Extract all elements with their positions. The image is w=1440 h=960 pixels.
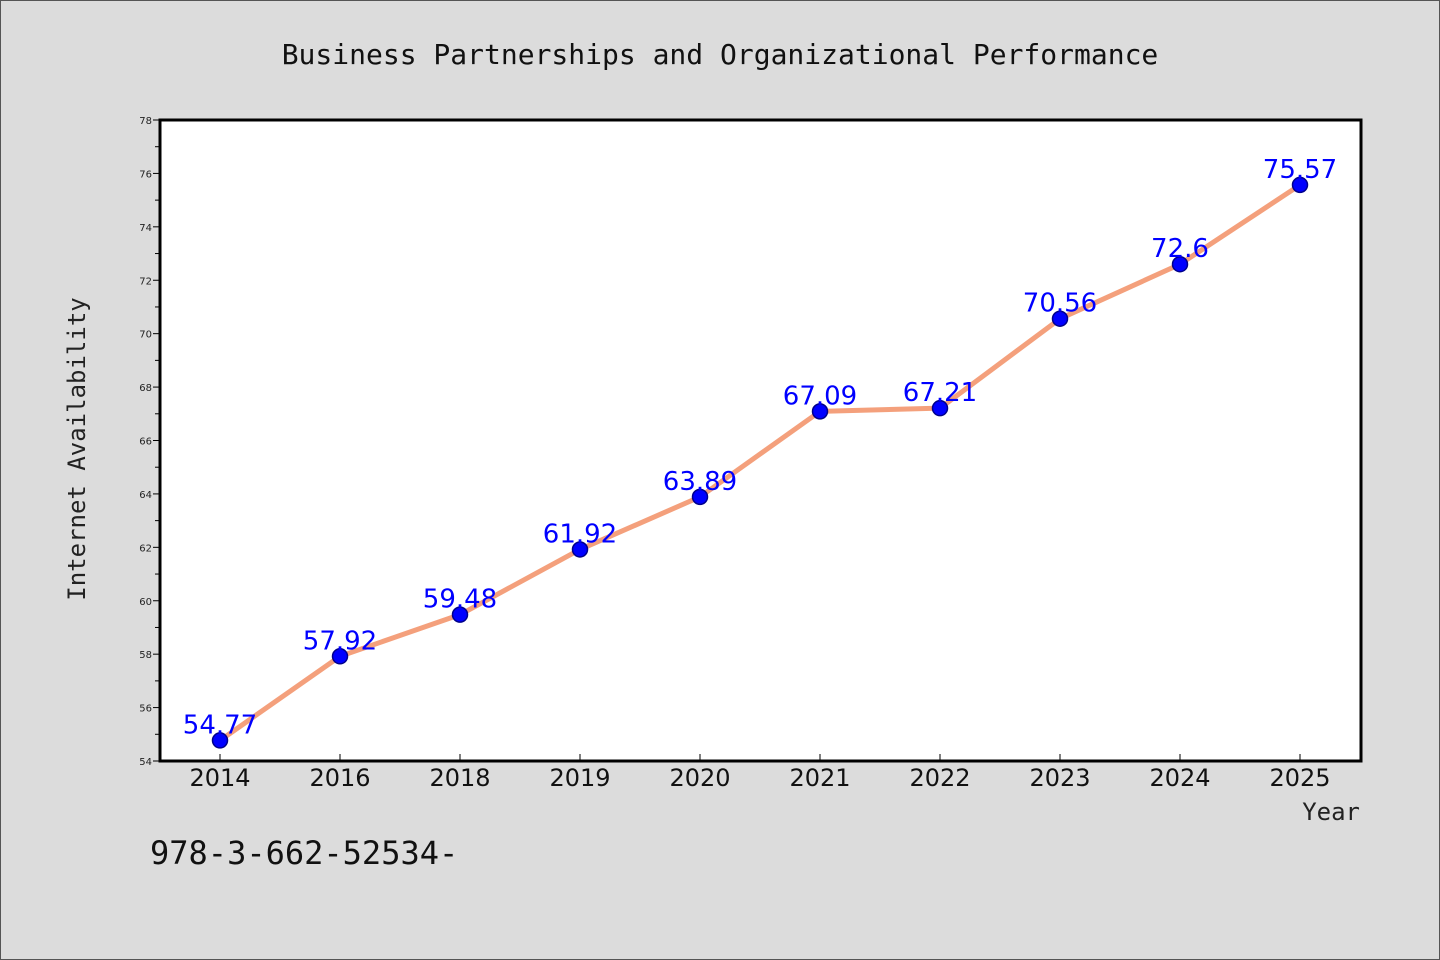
data-point-label: 63.89 — [663, 467, 737, 497]
y-tick-label: 74 — [139, 223, 152, 234]
x-tick-label: 2021 — [789, 764, 850, 792]
chart-title: Business Partnerships and Organizational… — [282, 38, 1159, 71]
data-point-marker — [211, 732, 229, 749]
y-tick-label: 66 — [139, 437, 152, 448]
data-point-marker — [331, 648, 349, 665]
data-point-label: 54.77 — [183, 710, 257, 740]
y-tick-label: 56 — [139, 704, 152, 715]
data-point-marker — [1051, 310, 1069, 327]
y-tick-label: 76 — [139, 169, 152, 180]
data-point-marker — [1291, 176, 1309, 194]
data-labels: 54.77 57.92 59.48 61.92 63.89 67.09 67.21 70.56… — [183, 155, 1337, 741]
data-point-label: 70.56 — [1023, 289, 1097, 319]
y-tick-label: 62 — [139, 543, 152, 554]
data-point-label: 61.92 — [543, 519, 617, 549]
data-point-label: 75.57 — [1263, 155, 1337, 185]
y-tick-label: 64 — [139, 490, 152, 501]
y-tick-label: 60 — [139, 597, 152, 608]
data-point-label: 67.21 — [903, 378, 977, 408]
x-tick-label: 2018 — [429, 764, 490, 792]
isbn-text: 978-3-662-52534- — [150, 834, 458, 872]
data-point-marker — [811, 403, 829, 420]
data-points — [211, 176, 1309, 749]
y-axis: 54 56 58 60 62 64 66 68 70 72 74 76 78 — [139, 116, 160, 768]
y-tick-label: 68 — [139, 383, 152, 394]
data-point-label: 72.6 — [1151, 234, 1209, 264]
y-tick-label: 54 — [139, 757, 152, 768]
data-point-label: 57.92 — [303, 626, 377, 656]
plot-area — [158, 118, 1363, 763]
data-point-marker — [571, 541, 589, 558]
data-point-label: 59.48 — [423, 585, 497, 615]
x-tick-label: 2023 — [1029, 764, 1090, 792]
data-point-marker — [691, 488, 709, 506]
y-tick-label: 70 — [139, 330, 152, 341]
x-tick-label: 2019 — [549, 764, 610, 792]
data-point-marker — [1171, 255, 1189, 273]
data-point-label: 67.09 — [783, 381, 857, 411]
x-tick-label: 2025 — [1269, 764, 1330, 792]
x-tick-label: 2014 — [189, 764, 250, 792]
x-tick-label: 2024 — [1149, 764, 1210, 792]
x-axis-label: Year — [1302, 798, 1360, 826]
x-tick-label: 2022 — [909, 764, 970, 792]
x-tick-label: 2020 — [669, 764, 730, 792]
y-tick-label: 72 — [139, 276, 152, 287]
y-tick-label: 78 — [139, 116, 152, 127]
data-point-marker — [931, 399, 949, 417]
series-line — [217, 182, 1303, 743]
x-tick-label: 2016 — [309, 764, 370, 792]
x-axis: 2014 2016 2018 2019 2020 2021 2022 2023 2024 2025 — [189, 754, 1331, 792]
data-point-marker — [451, 606, 469, 623]
y-tick-label: 58 — [139, 650, 152, 661]
y-axis-label: Internet Availability — [63, 297, 91, 600]
series-line-group — [217, 182, 1303, 743]
